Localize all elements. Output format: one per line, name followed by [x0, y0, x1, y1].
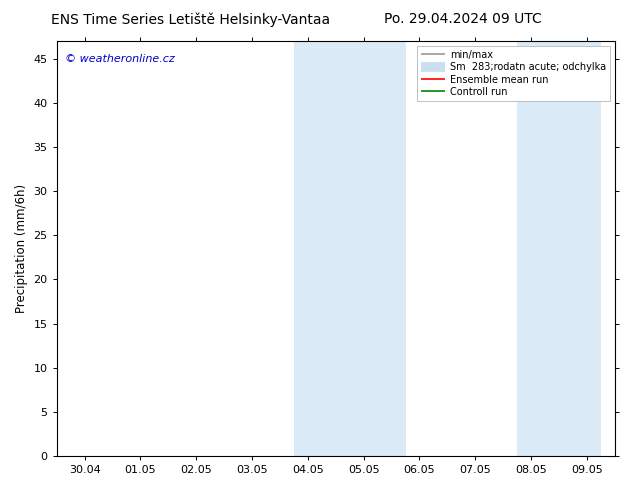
- Text: Po. 29.04.2024 09 UTC: Po. 29.04.2024 09 UTC: [384, 12, 541, 26]
- Text: © weatheronline.cz: © weatheronline.cz: [65, 54, 175, 64]
- Y-axis label: Precipitation (mm/6h): Precipitation (mm/6h): [15, 184, 28, 313]
- Bar: [350, 41, 406, 456]
- Legend: min/max, Sm  283;rodatn acute; odchylka, Ensemble mean run, Controll run: min/max, Sm 283;rodatn acute; odchylka, …: [417, 46, 610, 101]
- Bar: [559, 41, 601, 456]
- Bar: [517, 41, 559, 456]
- Bar: [294, 41, 350, 456]
- Text: ENS Time Series Letiště Helsinky-Vantaa: ENS Time Series Letiště Helsinky-Vantaa: [51, 12, 330, 27]
